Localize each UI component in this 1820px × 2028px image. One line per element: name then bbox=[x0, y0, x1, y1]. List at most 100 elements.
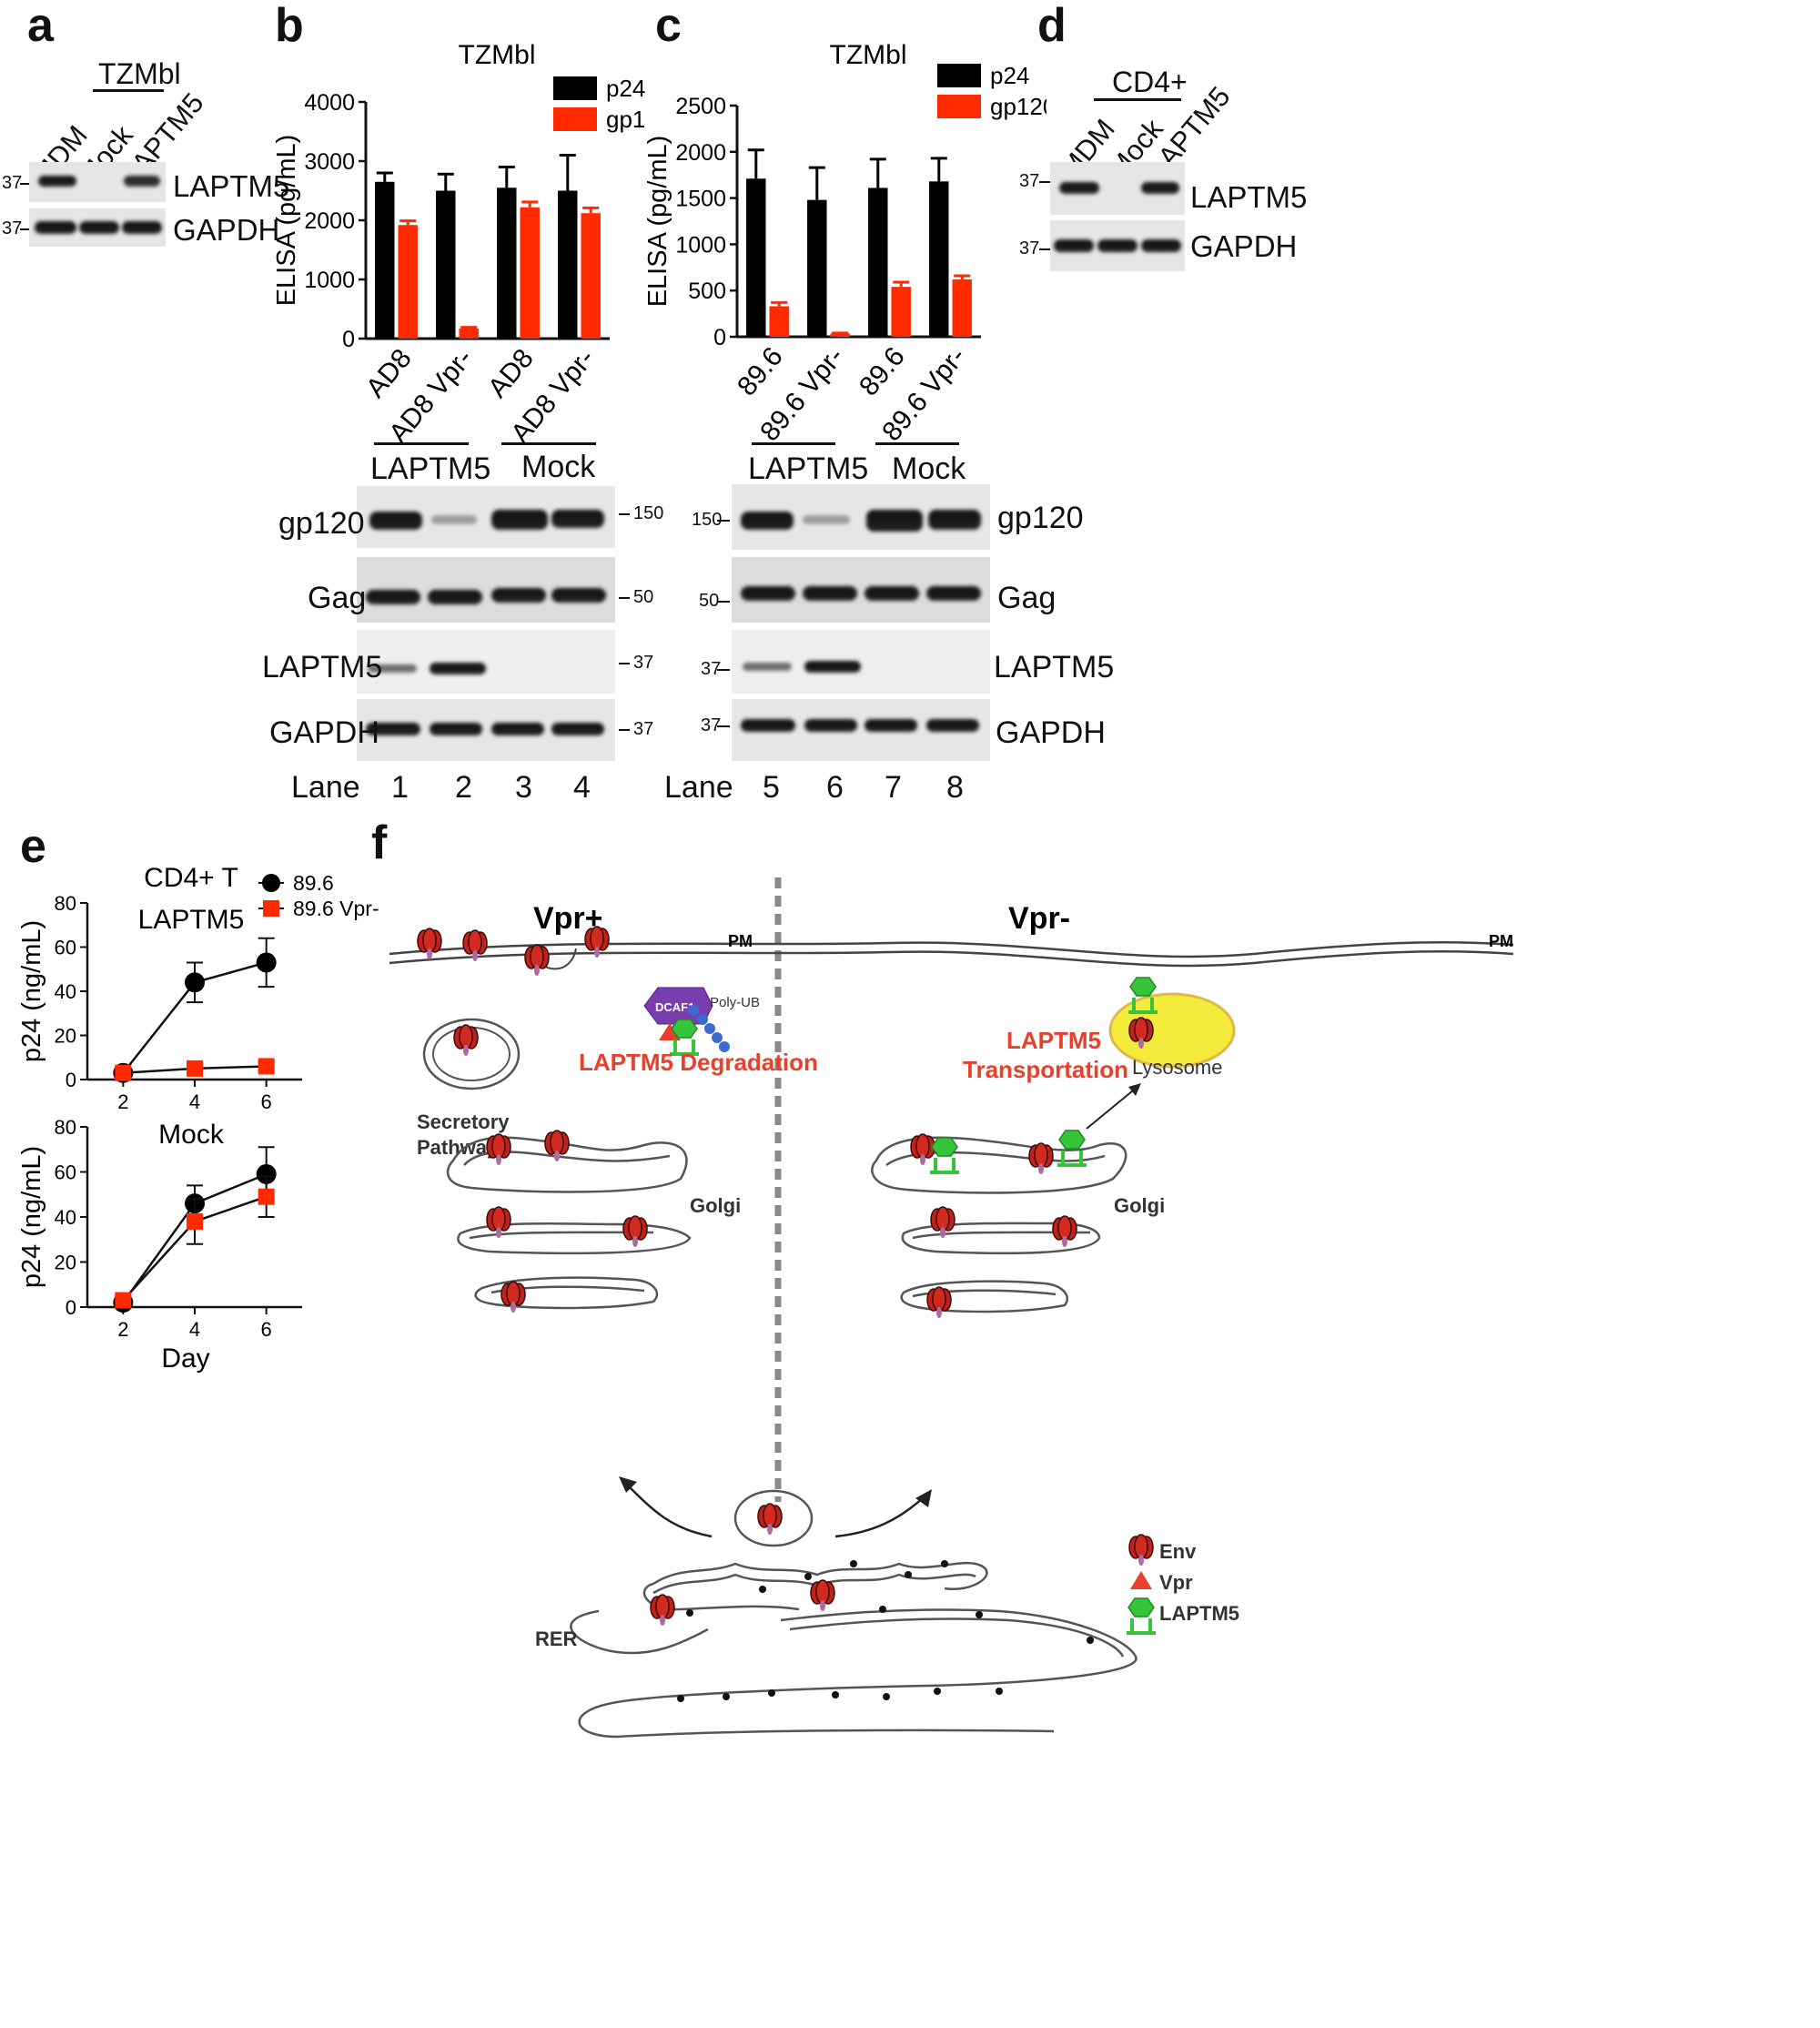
blot-c-laptm5-strip bbox=[732, 630, 990, 694]
blot-b-gapdh-strip bbox=[357, 699, 615, 761]
legend-label: gp120 bbox=[990, 93, 1046, 120]
blot-b-gp120-strip bbox=[357, 486, 615, 548]
blot-b-laptm5-strip bbox=[357, 630, 615, 694]
bar-p24 bbox=[868, 188, 888, 337]
legend-swatch-gp120 bbox=[553, 107, 597, 131]
blot-c-lane-word: Lane bbox=[664, 770, 733, 805]
bar-gp120 bbox=[830, 333, 850, 337]
env-icon bbox=[810, 1579, 835, 1612]
blot-b-row-label: GAPDH bbox=[269, 715, 379, 750]
data-point-89.6 Vpr- bbox=[187, 1212, 203, 1230]
secretory-label: Secretory bbox=[417, 1110, 510, 1133]
blot-c-row-label: gp120 bbox=[997, 501, 1084, 535]
bar-gp120 bbox=[459, 328, 479, 339]
chart-subtitle: LAPTM5 bbox=[138, 905, 245, 935]
blot-d-row-label: LAPTM5 bbox=[1190, 180, 1308, 214]
y-tick-label: 40 bbox=[55, 1206, 76, 1229]
y-axis-label: ELISA (pg/mL) bbox=[646, 136, 672, 308]
blot-c-gp120-strip bbox=[732, 484, 990, 550]
bar-gp120 bbox=[891, 287, 911, 337]
blot-b-gag-strip bbox=[357, 557, 615, 623]
bar-gp120 bbox=[520, 207, 540, 339]
bar-p24 bbox=[497, 188, 517, 339]
x-tick-label: AD8 bbox=[360, 343, 418, 403]
mw-tick bbox=[717, 725, 730, 727]
legend-marker bbox=[263, 900, 279, 917]
rer bbox=[570, 1561, 1138, 1739]
bar-gp120 bbox=[398, 225, 418, 339]
blot-a-group-line bbox=[93, 89, 164, 92]
y-tick-label: 4000 bbox=[304, 90, 355, 116]
transport-arrow bbox=[1086, 1086, 1138, 1130]
panel-label-d: d bbox=[1037, 0, 1067, 52]
golgi-label-right: Golgi bbox=[1114, 1194, 1165, 1217]
blot-d-row-label: GAPDH bbox=[1190, 229, 1298, 263]
y-tick-label: 2000 bbox=[675, 140, 726, 166]
blot-b-row-label: LAPTM5 bbox=[262, 650, 383, 684]
x-tick-label: 89.6 bbox=[732, 341, 789, 401]
x-tick-label: 89.6 bbox=[854, 341, 911, 401]
x-axis-label: Day bbox=[161, 1344, 209, 1374]
x-tick-label: 4 bbox=[189, 1090, 200, 1110]
y-axis-label: ELISA (pg/mL) bbox=[272, 135, 301, 307]
blot-d-laptm5-strip bbox=[1050, 162, 1185, 215]
panel-label-a: a bbox=[27, 0, 54, 52]
mw-tick bbox=[619, 729, 630, 731]
x-tick-label: 2 bbox=[117, 1318, 128, 1341]
y-axis-label: p24 (ng/mL) bbox=[18, 920, 46, 1062]
group-line bbox=[752, 442, 835, 445]
poly-ub-label: Poly-UB bbox=[710, 995, 760, 1010]
blot-d-group-line bbox=[1094, 98, 1181, 101]
blot-b-mw: 37 bbox=[633, 653, 654, 673]
group-line bbox=[875, 442, 959, 445]
bar-p24 bbox=[436, 190, 456, 339]
y-tick-label: 40 bbox=[55, 980, 76, 1003]
blot-b-group: Mock bbox=[521, 450, 596, 484]
y-tick-label: 60 bbox=[55, 1161, 76, 1184]
y-tick-label: 500 bbox=[688, 279, 726, 304]
y-tick-label: 3000 bbox=[304, 149, 355, 175]
blot-c-lane-number: 8 bbox=[946, 770, 964, 805]
blot-c-gapdh-strip bbox=[732, 699, 990, 761]
laptm5-transport-label-1: LAPTM5 bbox=[1006, 1027, 1101, 1054]
golgi-left bbox=[446, 1136, 692, 1310]
vpr-plus-title: Vpr+ bbox=[533, 901, 603, 936]
bar-p24 bbox=[558, 190, 578, 339]
blot-b-lane-word: Lane bbox=[291, 770, 360, 805]
bar-p24 bbox=[929, 181, 949, 337]
blot-b-lane-number: 2 bbox=[455, 770, 472, 805]
blot-c-lane-number: 7 bbox=[885, 770, 902, 805]
poly-ub-chain bbox=[688, 1005, 730, 1052]
legend-label: gp120 bbox=[606, 106, 646, 133]
chart-e-top: 0 20 40 60 80 2 4 6 p24 (ng/mL) CD4+ T LAPTM5 89.68… bbox=[18, 863, 379, 1110]
mw-tick bbox=[619, 663, 630, 664]
blot-c-mw: 50 bbox=[699, 591, 720, 611]
chart-e-bottom: 0 20 40 60 80 2 4 6 p24 (ng/mL) Day Mock bbox=[18, 1116, 302, 1374]
legend-label: 89.6 bbox=[293, 871, 334, 895]
blot-b-lane-number: 4 bbox=[573, 770, 591, 805]
chart-title: TZMbl bbox=[459, 40, 536, 70]
panel-label-c: c bbox=[655, 0, 682, 52]
data-point-89.6 bbox=[256, 952, 277, 973]
bar-p24 bbox=[375, 181, 395, 339]
blot-a-row-label: GAPDH bbox=[173, 213, 280, 247]
mw-tick bbox=[619, 513, 630, 515]
blot-c-gag-strip bbox=[732, 557, 990, 623]
x-tick-label: 4 bbox=[189, 1318, 200, 1341]
mw-tick bbox=[20, 228, 29, 230]
x-tick-label: 2 bbox=[117, 1090, 128, 1110]
mw-tick bbox=[1039, 248, 1050, 250]
y-tick-label: 20 bbox=[55, 1252, 76, 1274]
bar-gp120 bbox=[769, 306, 789, 337]
env-icon bbox=[622, 1215, 648, 1248]
x-tick-label: 6 bbox=[261, 1318, 272, 1341]
blot-c-group: LAPTM5 bbox=[748, 451, 869, 486]
data-point-89.6 bbox=[256, 1163, 277, 1184]
env-icon bbox=[1028, 1142, 1054, 1175]
y-tick-label: 1000 bbox=[675, 232, 726, 258]
legend-label: 89.6 Vpr- bbox=[293, 897, 379, 920]
mw-tick bbox=[717, 601, 730, 603]
data-point-89.6 Vpr- bbox=[258, 1058, 275, 1075]
blot-c-group: Mock bbox=[892, 451, 966, 486]
legend-swatch-gp120 bbox=[937, 95, 981, 118]
